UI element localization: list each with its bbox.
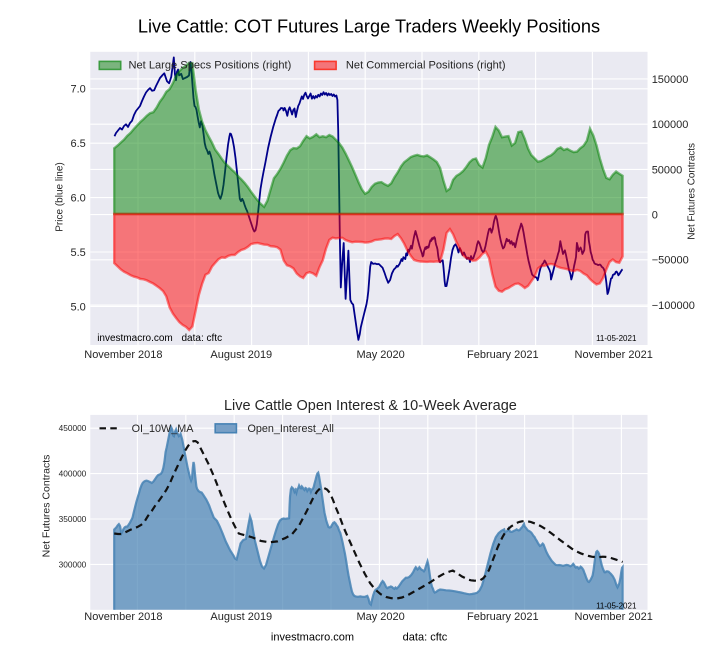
svg-text:50000: 50000 — [652, 164, 683, 176]
svg-text:11-05-2021: 11-05-2021 — [596, 601, 637, 610]
svg-text:6.0: 6.0 — [71, 193, 86, 205]
svg-text:Net Commercial Positions (righ: Net Commercial Positions (right) — [346, 60, 506, 72]
svg-text:OI_10W_MA: OI_10W_MA — [132, 423, 195, 435]
svg-text:5.0: 5.0 — [71, 301, 86, 313]
svg-text:February 2021: February 2021 — [467, 349, 539, 361]
svg-text:November 2018: November 2018 — [84, 349, 162, 361]
svg-text:5.5: 5.5 — [71, 247, 86, 259]
svg-text:11-05-2021: 11-05-2021 — [596, 334, 637, 343]
svg-text:August 2019: August 2019 — [210, 611, 272, 623]
svg-text:investmacro.com: investmacro.com — [97, 333, 173, 344]
svg-text:data: cftc: data: cftc — [403, 632, 448, 644]
svg-text:investmacro.com: investmacro.com — [271, 632, 354, 644]
svg-text:450000: 450000 — [59, 423, 87, 433]
svg-text:0: 0 — [652, 210, 658, 222]
svg-text:May 2020: May 2020 — [356, 349, 404, 361]
svg-text:Net Futures Contracts: Net Futures Contracts — [41, 455, 53, 558]
svg-text:Net Futures Contracts: Net Futures Contracts — [687, 143, 698, 240]
svg-text:November 2021: November 2021 — [575, 611, 653, 623]
svg-text:Price (blue line): Price (blue line) — [55, 162, 66, 231]
svg-text:November 2018: November 2018 — [84, 611, 162, 623]
svg-text:Net Large Specs Positions (rig: Net Large Specs Positions (right) — [129, 60, 292, 72]
svg-text:7.0: 7.0 — [71, 84, 86, 96]
svg-text:May 2020: May 2020 — [356, 611, 404, 623]
svg-text:November 2021: November 2021 — [575, 349, 653, 361]
svg-text:6.5: 6.5 — [71, 138, 86, 150]
svg-text:Live Cattle Open Interest & 10: Live Cattle Open Interest & 10-Week Aver… — [224, 398, 517, 414]
svg-text:150000: 150000 — [652, 74, 689, 86]
svg-text:data: cftc: data: cftc — [182, 333, 223, 344]
svg-text:Open_Interest_All: Open_Interest_All — [248, 423, 334, 435]
svg-text:300000: 300000 — [59, 559, 87, 569]
svg-text:100000: 100000 — [652, 119, 689, 131]
svg-text:February 2021: February 2021 — [467, 611, 539, 623]
svg-text:−50000: −50000 — [652, 255, 689, 267]
svg-text:August 2019: August 2019 — [210, 349, 272, 361]
svg-text:Live Cattle: COT Futures Large: Live Cattle: COT Futures Large Traders W… — [138, 16, 600, 36]
svg-text:350000: 350000 — [59, 514, 87, 524]
svg-text:400000: 400000 — [59, 469, 87, 479]
svg-text:−100000: −100000 — [652, 300, 695, 312]
